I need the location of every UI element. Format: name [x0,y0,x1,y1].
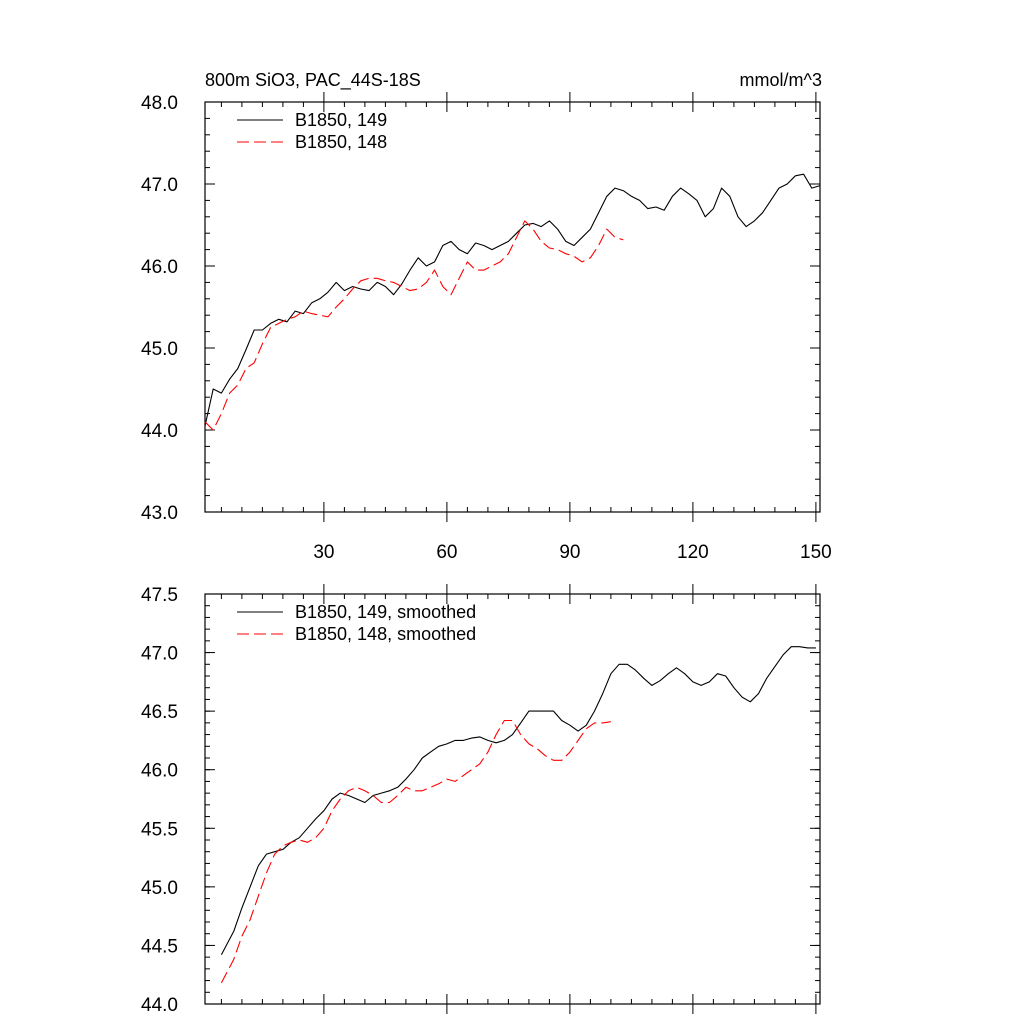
x-tick-label: 60 [436,542,457,563]
y-tick-label: 45.5 [141,819,178,840]
top-panel: 800m SiO3, PAC_44S-18S mmol/m^3 43.0 44.0… [141,70,832,563]
series-line-2 [220,719,611,984]
x-tick-label: 90 [559,542,580,563]
chart-title: 800m SiO3, PAC_44S-18S [205,70,421,91]
bottom-series [220,646,816,984]
y-tick-label: 47.5 [141,585,178,606]
top-series [204,173,821,431]
bottom-panel: 44.0 44.5 45.0 45.5 46.0 46.5 47.0 47.5 B1850, … [141,584,821,1016]
y-tick-label: 44.5 [141,936,178,957]
y-tick-label: 45.0 [141,339,178,360]
legend-label: B1850, 149, smoothed [295,602,476,622]
units-label: mmol/m^3 [740,70,822,90]
plot-frame [204,101,821,513]
y-tick-label: 46.0 [141,761,178,782]
legend-label: B1850, 148 [295,132,387,152]
series-line-2 [204,220,624,431]
legend-label: B1850, 148, smoothed [295,624,476,644]
y-tick-label: 47.0 [141,175,178,196]
y-tick-label: 45.0 [141,878,178,899]
y-tick-label: 44.0 [141,421,178,442]
x-tick-label: 30 [313,542,334,563]
y-tick-label: 43.0 [141,503,178,524]
top-axes: 43.0 44.0 45.0 46.0 47.0 48.0 30 60 90 120 150 [141,92,832,563]
legend-label: B1850, 149 [295,110,387,130]
x-tick-label: 150 [800,542,832,563]
x-tick-label: 120 [677,542,709,563]
y-tick-label: 48.0 [141,93,178,114]
y-tick-label: 44.0 [141,995,178,1016]
y-tick-label: 47.0 [141,644,178,665]
series-line-1 [220,646,816,956]
series-line-1 [204,173,821,427]
bottom-axes: 44.0 44.5 45.0 45.5 46.0 46.5 47.0 47.5 [141,584,821,1016]
y-tick-label: 46.0 [141,257,178,278]
plot-frame [204,593,821,1005]
y-tick-label: 46.5 [141,702,178,723]
